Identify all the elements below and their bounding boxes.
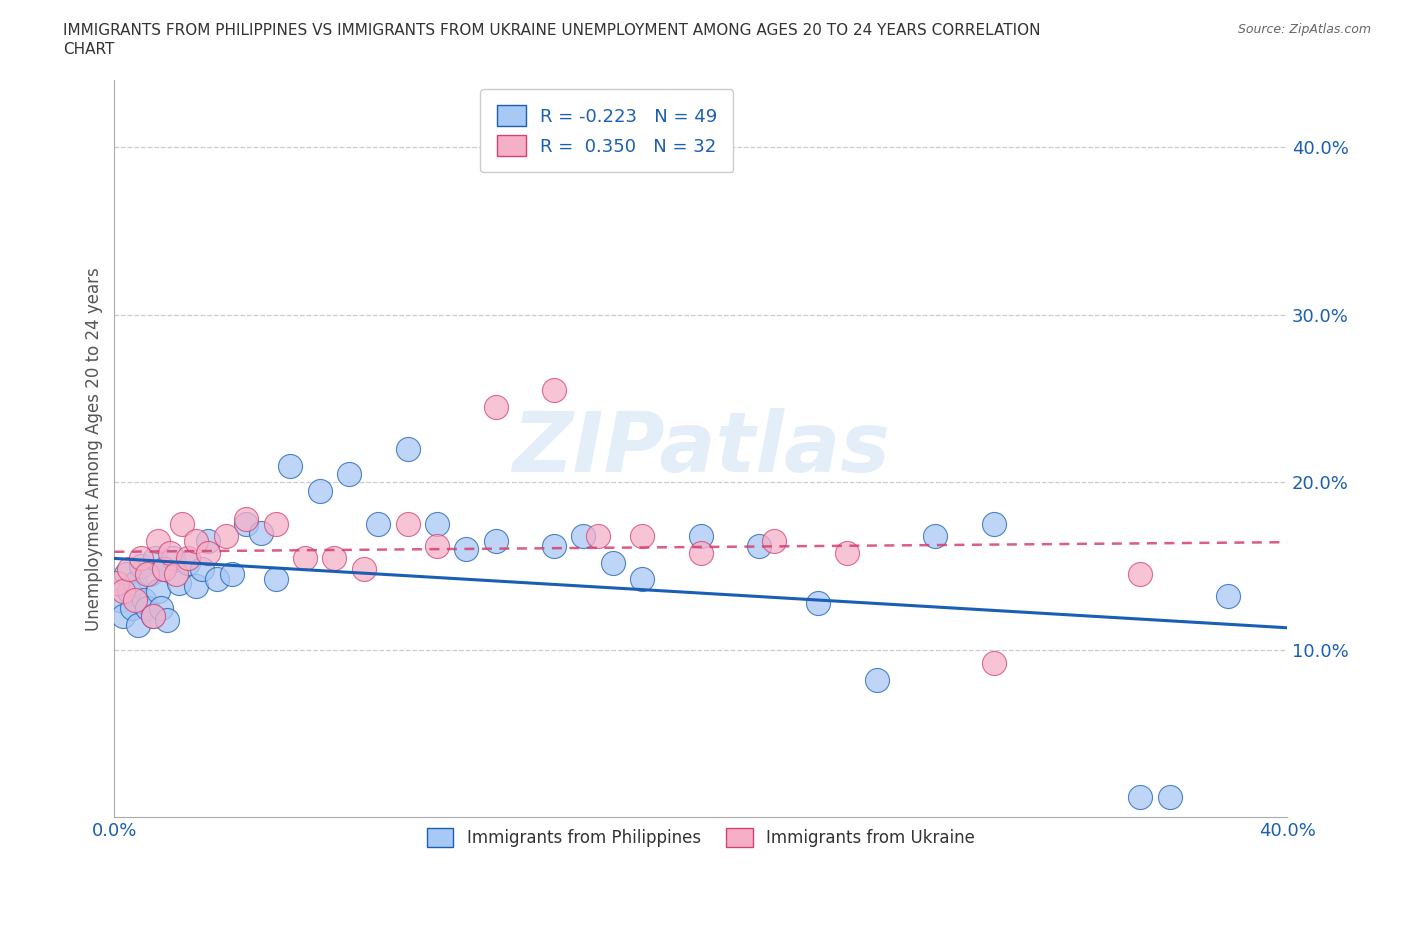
Point: [165, 567, 187, 582]
Point: [1129, 790, 1152, 804]
Point: [294, 551, 316, 565]
Point: [308, 484, 330, 498]
Point: [924, 528, 946, 543]
Point: [631, 528, 654, 543]
Point: [264, 572, 287, 587]
Point: [1218, 589, 1240, 604]
Point: [353, 562, 375, 577]
Point: [153, 562, 176, 577]
Point: [145, 551, 167, 565]
Point: [132, 592, 155, 607]
Point: [689, 545, 711, 560]
Legend: Immigrants from Philippines, Immigrants from Ukraine: Immigrants from Philippines, Immigrants …: [413, 815, 988, 860]
Point: [156, 612, 179, 627]
Point: [105, 576, 128, 591]
Point: [631, 572, 654, 587]
Point: [807, 595, 830, 610]
Point: [112, 609, 135, 624]
Point: [205, 572, 228, 587]
Point: [221, 567, 243, 582]
Point: [124, 576, 146, 591]
Point: [115, 567, 138, 582]
Point: [426, 538, 449, 553]
Point: [150, 601, 173, 616]
Point: [1159, 790, 1181, 804]
Point: [110, 592, 132, 607]
Point: [148, 584, 170, 599]
Point: [837, 545, 859, 560]
Point: [983, 517, 1005, 532]
Point: [367, 517, 389, 532]
Point: [484, 399, 506, 414]
Point: [337, 467, 360, 482]
Point: [543, 382, 565, 397]
Point: [426, 517, 449, 532]
Point: [983, 656, 1005, 671]
Point: [197, 534, 219, 549]
Point: [162, 551, 184, 565]
Point: [215, 528, 238, 543]
Point: [763, 534, 786, 549]
Y-axis label: Unemployment Among Ages 20 to 24 years: Unemployment Among Ages 20 to 24 years: [86, 267, 103, 631]
Point: [396, 517, 419, 532]
Point: [129, 551, 152, 565]
Point: [135, 567, 157, 582]
Point: [689, 528, 711, 543]
Point: [250, 525, 273, 540]
Text: Source: ZipAtlas.com: Source: ZipAtlas.com: [1237, 23, 1371, 36]
Text: ZIPatlas: ZIPatlas: [512, 408, 890, 489]
Point: [177, 555, 200, 570]
Point: [748, 538, 770, 553]
Point: [866, 672, 889, 687]
Text: CHART: CHART: [63, 42, 115, 57]
Point: [264, 517, 287, 532]
Point: [121, 601, 143, 616]
Point: [159, 545, 181, 560]
Text: IMMIGRANTS FROM PHILIPPINES VS IMMIGRANTS FROM UKRAINE UNEMPLOYMENT AMONG AGES 2: IMMIGRANTS FROM PHILIPPINES VS IMMIGRANT…: [63, 23, 1040, 38]
Point: [186, 578, 208, 593]
Point: [135, 601, 157, 616]
Point: [235, 517, 257, 532]
Point: [138, 567, 160, 582]
Point: [127, 618, 149, 632]
Point: [1129, 567, 1152, 582]
Point: [572, 528, 595, 543]
Point: [323, 551, 346, 565]
Point: [235, 512, 257, 526]
Point: [124, 592, 146, 607]
Point: [148, 534, 170, 549]
Point: [197, 545, 219, 560]
Point: [484, 534, 506, 549]
Point: [278, 458, 301, 473]
Point: [153, 562, 176, 577]
Point: [112, 584, 135, 599]
Point: [167, 576, 190, 591]
Point: [456, 542, 478, 557]
Point: [191, 562, 214, 577]
Point: [602, 555, 624, 570]
Point: [543, 538, 565, 553]
Point: [170, 517, 193, 532]
Point: [141, 609, 163, 624]
Point: [141, 609, 163, 624]
Point: [177, 551, 200, 565]
Point: [396, 442, 419, 457]
Point: [118, 562, 141, 577]
Point: [186, 534, 208, 549]
Point: [129, 559, 152, 574]
Point: [118, 584, 141, 599]
Point: [586, 528, 609, 543]
